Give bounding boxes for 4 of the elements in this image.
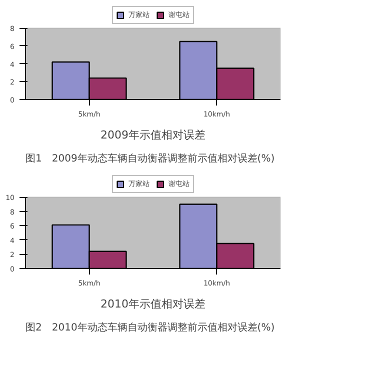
caption: 图2 2010年动态车辆自动衡器调整前示值相对误差(%) [26, 322, 275, 334]
caption: 图1 2009年动态车辆自动衡器调整前示值相对误差(%) [26, 152, 275, 164]
text: 2010年示值相对误差 [100, 298, 206, 310]
text: 2009年示值相对误差 [100, 128, 206, 142]
